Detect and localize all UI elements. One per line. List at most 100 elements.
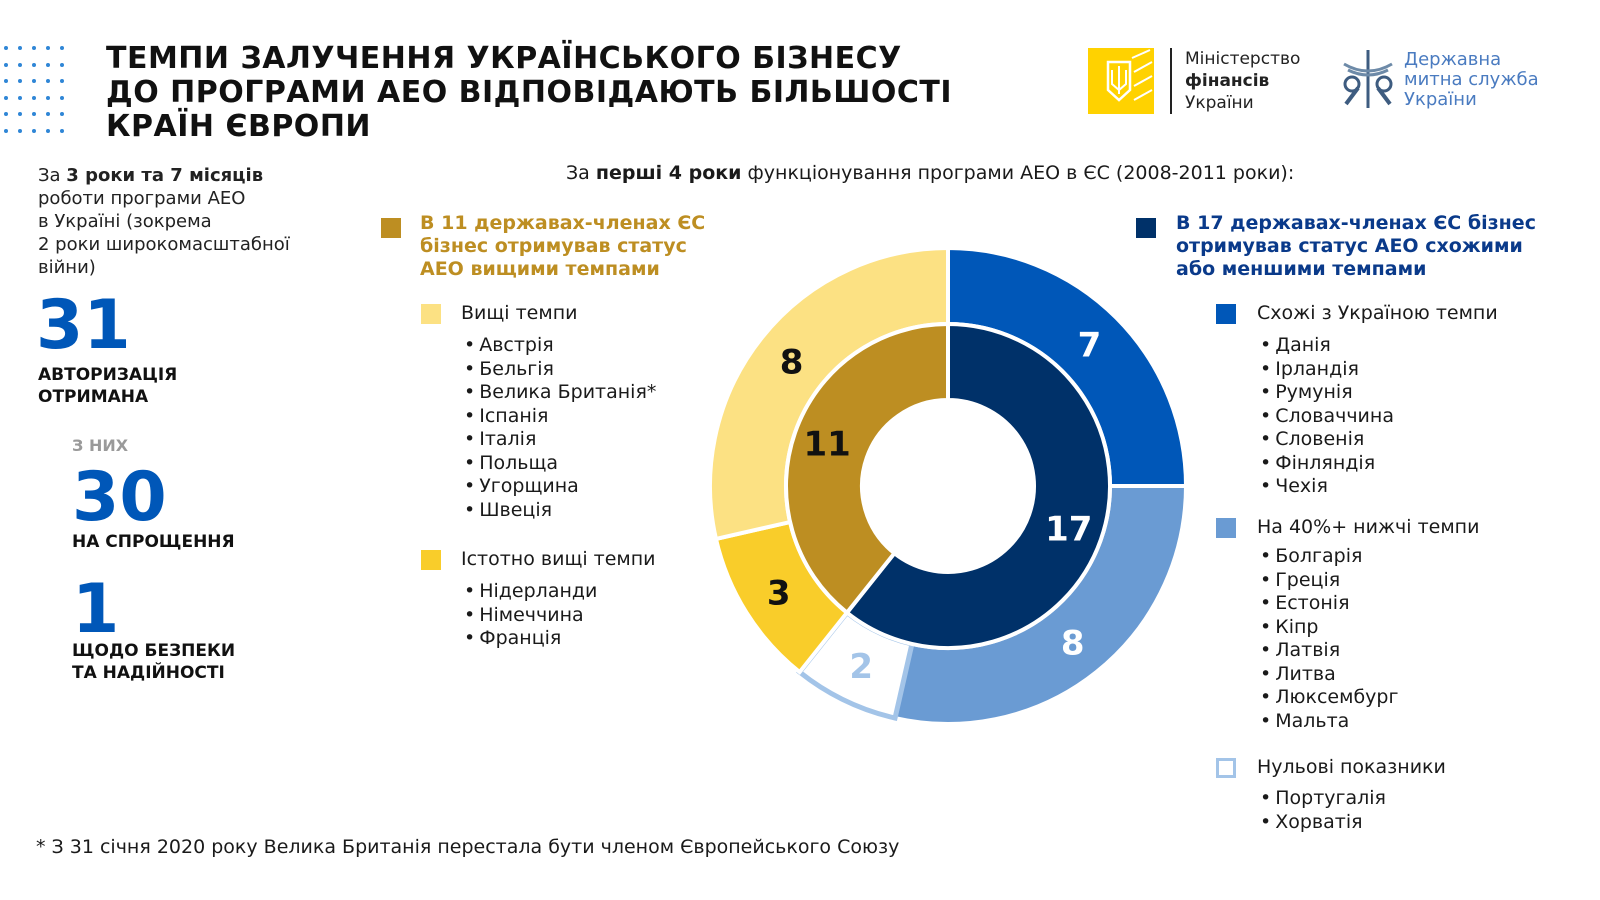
slice-label: 3: [767, 573, 791, 613]
logo-divider: [1170, 48, 1172, 114]
country-item: Мальта: [1260, 710, 1398, 734]
legend-gold-square: [381, 218, 401, 238]
gold-group-header: В 11 державах-членах ЄС бізнес отримував …: [420, 212, 705, 281]
country-item: Іспанія: [464, 405, 656, 429]
header-line: отримував статус АЕО схожими: [1176, 235, 1523, 257]
category-label: Вищі темпи: [461, 302, 578, 324]
country-item: Естонія: [1260, 592, 1398, 616]
slice-label: 7: [1078, 326, 1102, 366]
customs-line: України: [1404, 89, 1477, 110]
ministry-line: Міністерство: [1185, 49, 1301, 69]
header-line: В 17 державах-членах ЄС бізнес: [1176, 212, 1536, 234]
customs-name: Державна митна служба України: [1404, 50, 1539, 110]
chart-subtitle: За перші 4 роки функціонування програми …: [566, 162, 1294, 184]
slice-label: 2: [849, 647, 873, 687]
label-line: АВТОРИЗАЦІЯ: [38, 365, 178, 385]
legend-navy-square: [1136, 218, 1156, 238]
simplification-count: 30: [72, 458, 167, 537]
category-label: Схожі з Україною темпи: [1257, 302, 1498, 324]
slice-label: 17: [1045, 509, 1092, 549]
decorative-dots: [4, 46, 74, 136]
header-line: бізнес отримував статус: [420, 235, 687, 257]
country-item: Польща: [464, 452, 656, 476]
country-item: Хорватія: [1260, 811, 1386, 835]
category-label: Нульові показники: [1257, 756, 1446, 778]
slice-label: 8: [1061, 623, 1085, 663]
security-count: 1: [72, 570, 120, 649]
intro-text: війни): [38, 257, 96, 278]
donut-slice: [784, 321, 950, 616]
country-item: Австрія: [464, 334, 656, 358]
ukraine-summary: За 3 роки та 7 місяців роботи програми А…: [38, 164, 290, 279]
country-list: БолгаріяГреціяЕстоніяКіпрЛатвіяЛитваЛюкс…: [1260, 545, 1398, 733]
of-them-label: З НИХ: [72, 436, 129, 455]
country-item: Румунія: [1260, 381, 1394, 405]
country-item: Словаччина: [1260, 405, 1394, 429]
country-item: Фінляндія: [1260, 452, 1394, 476]
country-item: Литва: [1260, 663, 1398, 687]
header-line: В 11 державах-членах ЄС: [420, 212, 706, 234]
country-item: Чехія: [1260, 475, 1394, 499]
country-item: Болгарія: [1260, 545, 1398, 569]
title-line: КРАЇН ЄВРОПИ: [106, 109, 372, 144]
legend-yellow-square: [421, 550, 441, 570]
category-label: Істотно вищі темпи: [461, 548, 656, 570]
country-list: ПортугаліяХорватія: [1260, 787, 1386, 834]
country-list: НідерландиНімеччинаФранція: [464, 580, 597, 651]
country-item: Велика Британія*: [464, 381, 656, 405]
intro-text: За: [38, 165, 67, 186]
intro-period: 3 роки та 7 місяців: [66, 165, 264, 186]
country-item: Угорщина: [464, 475, 656, 499]
donut-slice: [844, 321, 1112, 650]
country-item: Словенія: [1260, 428, 1394, 452]
customs-caduceus-logo: [1340, 48, 1396, 112]
blue-group-header: В 17 державах-членах ЄС бізнес отримував …: [1176, 212, 1536, 281]
ministry-line: України: [1185, 93, 1254, 113]
category-label: На 40%+ нижчі темпи: [1257, 516, 1480, 538]
country-item: Данія: [1260, 334, 1394, 358]
country-item: Італія: [464, 428, 656, 452]
country-item: Ірландія: [1260, 358, 1394, 382]
country-item: Бельгія: [464, 358, 656, 382]
country-list: ДаніяІрландіяРумуніяСловаччинаСловеніяФі…: [1260, 334, 1394, 499]
header-line: АЕО вищими темпами: [420, 258, 660, 280]
slice-label: 11: [804, 425, 851, 465]
country-item: Люксембург: [1260, 686, 1398, 710]
country-item: Швеція: [464, 499, 656, 523]
country-item: Греція: [1260, 569, 1398, 593]
total-count: 31: [36, 286, 131, 365]
subtitle-text: За: [566, 162, 596, 184]
subtitle-text: функціонування програми АЕО в ЄС (2008-2…: [741, 162, 1295, 184]
total-label: АВТОРИЗАЦІЯ ОТРИМАНА: [38, 364, 177, 408]
ministry-trident-logo: [1088, 48, 1154, 114]
label-line: ОТРИМАНА: [38, 387, 149, 407]
country-item: Кіпр: [1260, 616, 1398, 640]
donut-chart: 7 8 2 3 8 17 11: [708, 245, 1189, 726]
intro-text: роботи програми АЕО: [38, 188, 246, 209]
intro-text: 2 роки широкомасштабної: [38, 234, 290, 255]
ministry-line: фінансів: [1185, 71, 1270, 91]
country-item: Португалія: [1260, 787, 1386, 811]
label-line: ЩОДО БЕЗПЕКИ: [72, 641, 236, 661]
country-list: АвстріяБельгіяВелика Британія*ІспаніяІта…: [464, 334, 656, 522]
country-item: Франція: [464, 627, 597, 651]
legend-paleyellow-square: [421, 304, 441, 324]
title-line: ДО ПРОГРАМИ АЕО ВІДПОВІДАЮТЬ БІЛЬШОСТІ: [106, 75, 952, 110]
security-label: ЩОДО БЕЗПЕКИ ТА НАДІЙНОСТІ: [72, 640, 235, 684]
legend-empty-square: [1216, 758, 1236, 778]
header-line: або меншими темпами: [1176, 258, 1427, 280]
footnote: * З 31 січня 2020 року Велика Британія п…: [36, 836, 900, 858]
simplification-label: НА СПРОЩЕННЯ: [72, 532, 235, 552]
legend-blue-square: [1216, 304, 1236, 324]
legend-lightblue-square: [1216, 518, 1236, 538]
customs-line: митна служба: [1404, 69, 1539, 90]
title-line: ТЕМПИ ЗАЛУЧЕННЯ УКРАЇНСЬКОГО БІЗНЕСУ: [106, 41, 902, 76]
intro-text: в Україні (зокрема: [38, 211, 212, 232]
slice-label: 8: [780, 342, 804, 382]
page-title: ТЕМПИ ЗАЛУЧЕННЯ УКРАЇНСЬКОГО БІЗНЕСУ ДО …: [106, 42, 952, 144]
ministry-name: Міністерство фінансів України: [1185, 48, 1300, 114]
country-item: Німеччина: [464, 604, 597, 628]
country-item: Нідерланди: [464, 580, 597, 604]
label-line: ТА НАДІЙНОСТІ: [72, 663, 225, 683]
customs-line: Державна: [1404, 49, 1502, 70]
